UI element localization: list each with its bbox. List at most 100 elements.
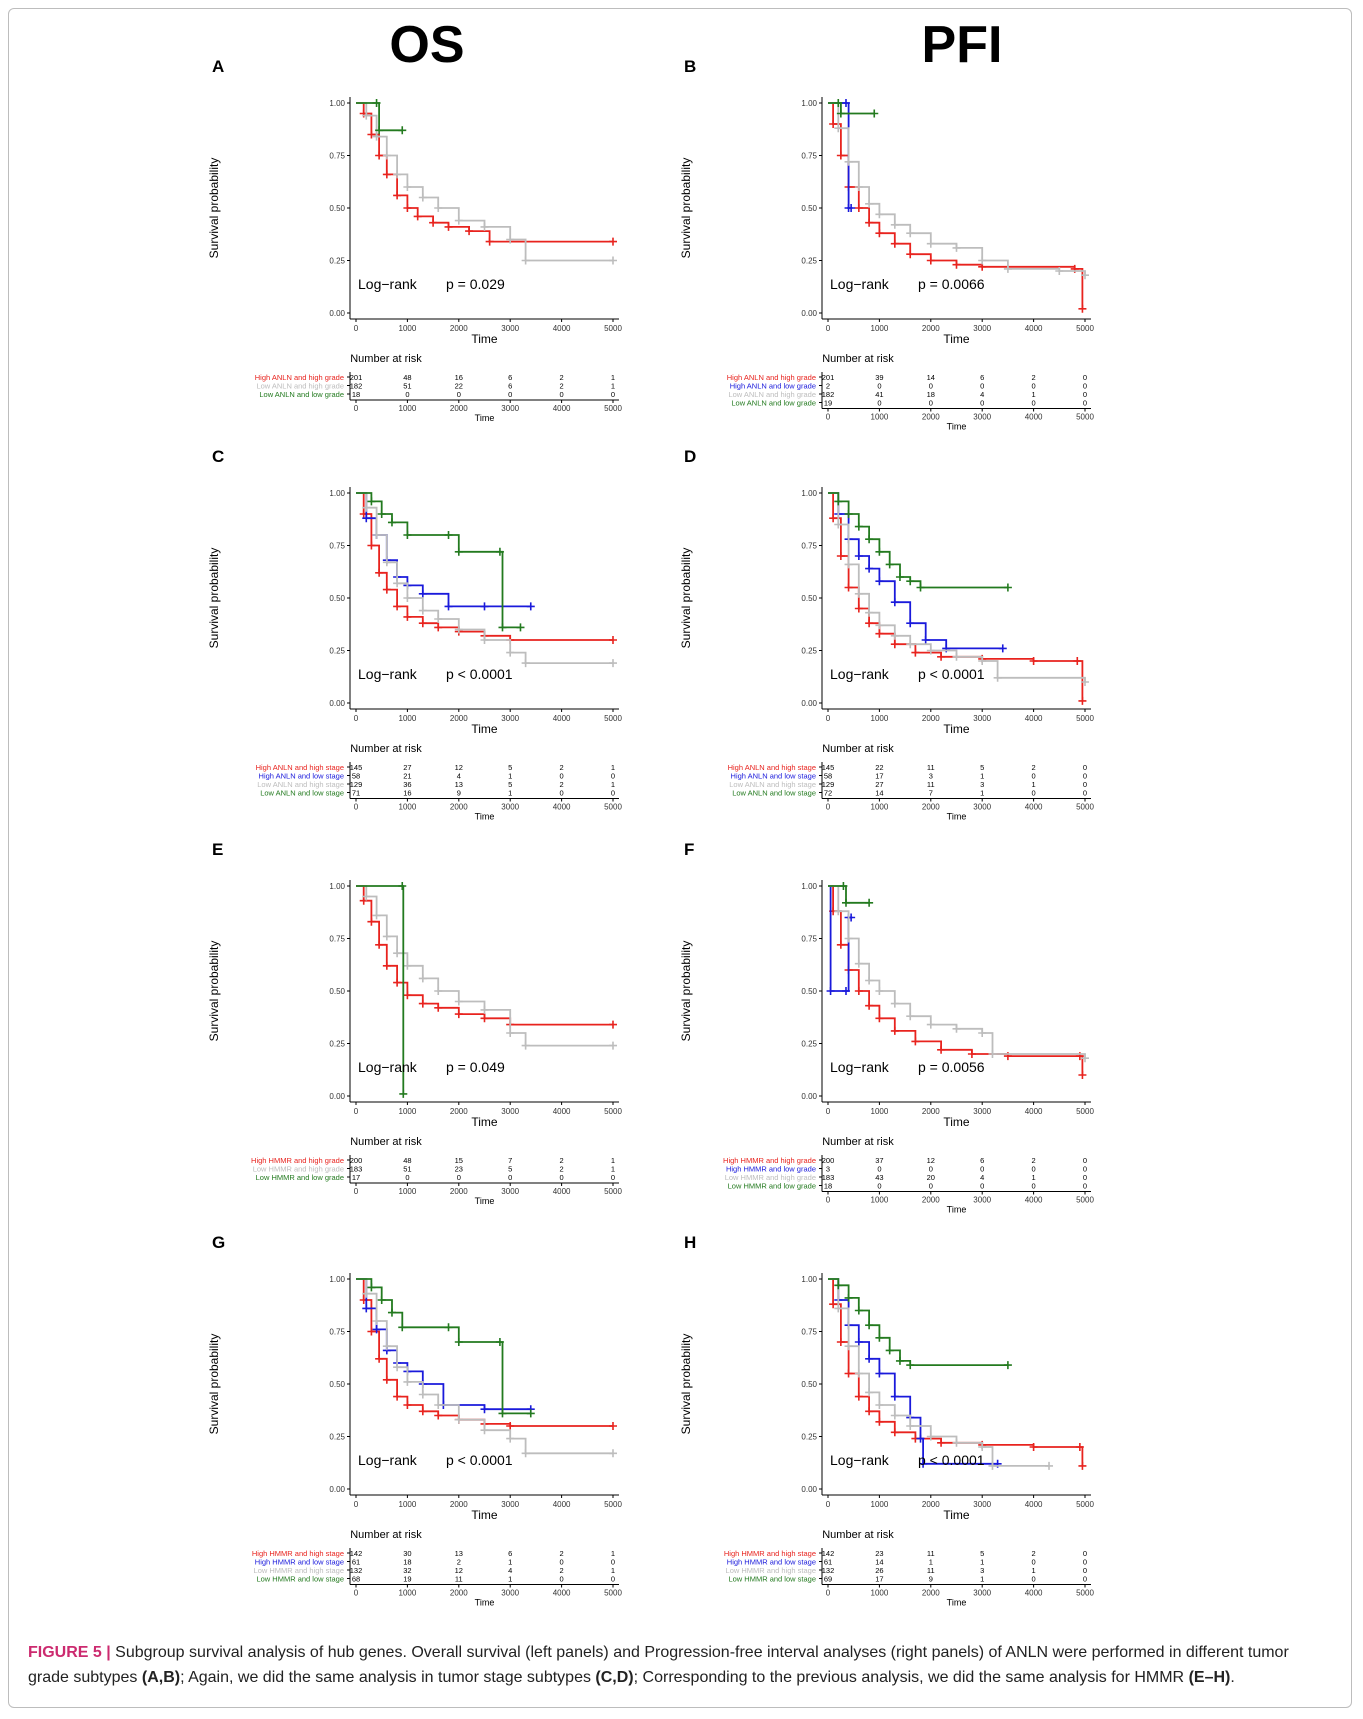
censor-mark (498, 623, 507, 632)
risk-count: 0 (1032, 789, 1036, 798)
panel-letter: C (212, 447, 224, 466)
risk-count: 51 (403, 1165, 411, 1174)
logrank-label: Log−rank (358, 276, 418, 292)
risk-count: 2 (1032, 373, 1036, 382)
censor-mark (834, 497, 843, 506)
censor-mark (387, 1308, 396, 1317)
risk-count: 182 (350, 382, 363, 391)
risk-row-label: Low ANLN and high stage (729, 780, 816, 789)
risk-row-label: Low ANLN and high stage (257, 780, 344, 789)
censor-mark (844, 1369, 853, 1378)
censor-mark (393, 1392, 402, 1401)
risk-row-label: High HMMR and high stage (724, 1549, 816, 1558)
risk-count: 0 (1083, 1173, 1087, 1182)
censor-mark (429, 218, 438, 227)
censor-mark (906, 1012, 915, 1021)
risk-count: 0 (560, 772, 564, 781)
risk-row-label: High ANLN and low stage (259, 772, 344, 781)
censor-mark (375, 151, 384, 160)
censor-mark (403, 594, 412, 602)
panel-letter: H (684, 1233, 696, 1252)
risk-row-label: Low HMMR and high stage (726, 1566, 816, 1575)
risk-count: 201 (350, 373, 363, 382)
censor-mark (382, 932, 391, 941)
panel-b: B0.000.250.500.751.000 1000 2000 3000 4000 50… (679, 57, 1094, 432)
risk-row-label: Low HMMR and low stage (728, 1575, 816, 1584)
censor-mark (382, 558, 391, 567)
censor-mark (444, 1323, 453, 1332)
censor-mark (890, 1428, 899, 1437)
y-tick-label: 0.50 (801, 594, 817, 603)
censor-mark (865, 1001, 874, 1010)
km-curve (828, 1278, 998, 1465)
risk-count: 2 (560, 763, 564, 772)
censor-mark (829, 120, 838, 128)
risk-x-tick-label: 1000 (871, 413, 889, 422)
risk-x-tick-label: 2000 (450, 1589, 468, 1598)
risk-count: 145 (822, 763, 835, 772)
risk-count: 48 (403, 1156, 411, 1165)
km-curve (828, 1278, 1084, 1466)
risk-count: 23 (455, 1165, 463, 1174)
y-tick-label: 0.75 (801, 152, 817, 161)
risk-row-label: High ANLN and low stage (731, 772, 816, 781)
risk-count: 0 (1083, 1575, 1087, 1584)
censor-mark (875, 1333, 884, 1342)
risk-count: 14 (875, 1558, 883, 1567)
risk-count: 1 (1032, 1566, 1036, 1575)
risk-row-label: High ANLN and high stage (256, 763, 344, 772)
p-value: p = 0.049 (446, 1059, 505, 1075)
risk-count: 7 (929, 789, 933, 798)
risk-count: 13 (455, 780, 463, 789)
censor-mark (865, 1407, 874, 1416)
risk-count: 18 (352, 390, 360, 399)
risk-count: 3 (980, 780, 984, 789)
risk-count: 0 (1083, 390, 1087, 399)
logrank-label: Log−rank (830, 666, 890, 682)
risk-count: 18 (824, 1182, 832, 1191)
censor-mark (506, 1434, 515, 1443)
censor-mark (919, 1459, 928, 1468)
censor-mark (526, 1409, 535, 1418)
risk-count: 0 (508, 390, 512, 399)
x-tick-label: 4000 (553, 714, 571, 723)
censor-mark (609, 237, 617, 246)
x-tick-label: 5000 (604, 1107, 622, 1116)
censor-mark (978, 1029, 987, 1037)
risk-count: 0 (560, 1173, 564, 1182)
censor-mark (988, 1461, 997, 1470)
risk-count: 6 (508, 373, 512, 382)
x-tick-label: 3000 (501, 1107, 519, 1116)
censor-mark (521, 256, 530, 265)
censor-mark (454, 625, 463, 634)
risk-count: 5 (508, 780, 512, 789)
censor-mark (609, 1020, 617, 1029)
risk-count: 129 (350, 780, 363, 789)
censor-mark (521, 1041, 530, 1050)
risk-table-title: Number at risk (350, 1529, 422, 1541)
risk-count: 6 (980, 373, 984, 382)
x-tick-label: 5000 (604, 714, 622, 723)
y-axis-label: Survival probability (207, 158, 221, 259)
risk-x-tick-label: 4000 (553, 404, 571, 413)
censor-mark (926, 239, 935, 248)
censor-mark (906, 229, 915, 238)
risk-count: 27 (403, 763, 411, 772)
risk-x-axis-label: Time (947, 1598, 967, 1608)
censor-mark (1029, 657, 1038, 665)
censor-mark (367, 541, 376, 550)
risk-x-tick-label: 1000 (399, 1589, 417, 1598)
censor-mark (865, 898, 874, 907)
censor-mark (834, 907, 843, 916)
x-axis-label: Time (943, 1115, 970, 1129)
censor-mark (1075, 1443, 1084, 1451)
risk-count: 18 (927, 390, 935, 399)
risk-count: 0 (611, 390, 615, 399)
censor-mark (875, 621, 884, 630)
risk-count: 200 (350, 1156, 363, 1165)
risk-count: 0 (560, 1558, 564, 1567)
censor-mark (844, 510, 853, 518)
censor-mark (403, 991, 412, 1000)
risk-count: 0 (1083, 1182, 1087, 1191)
risk-count: 0 (1083, 763, 1087, 772)
